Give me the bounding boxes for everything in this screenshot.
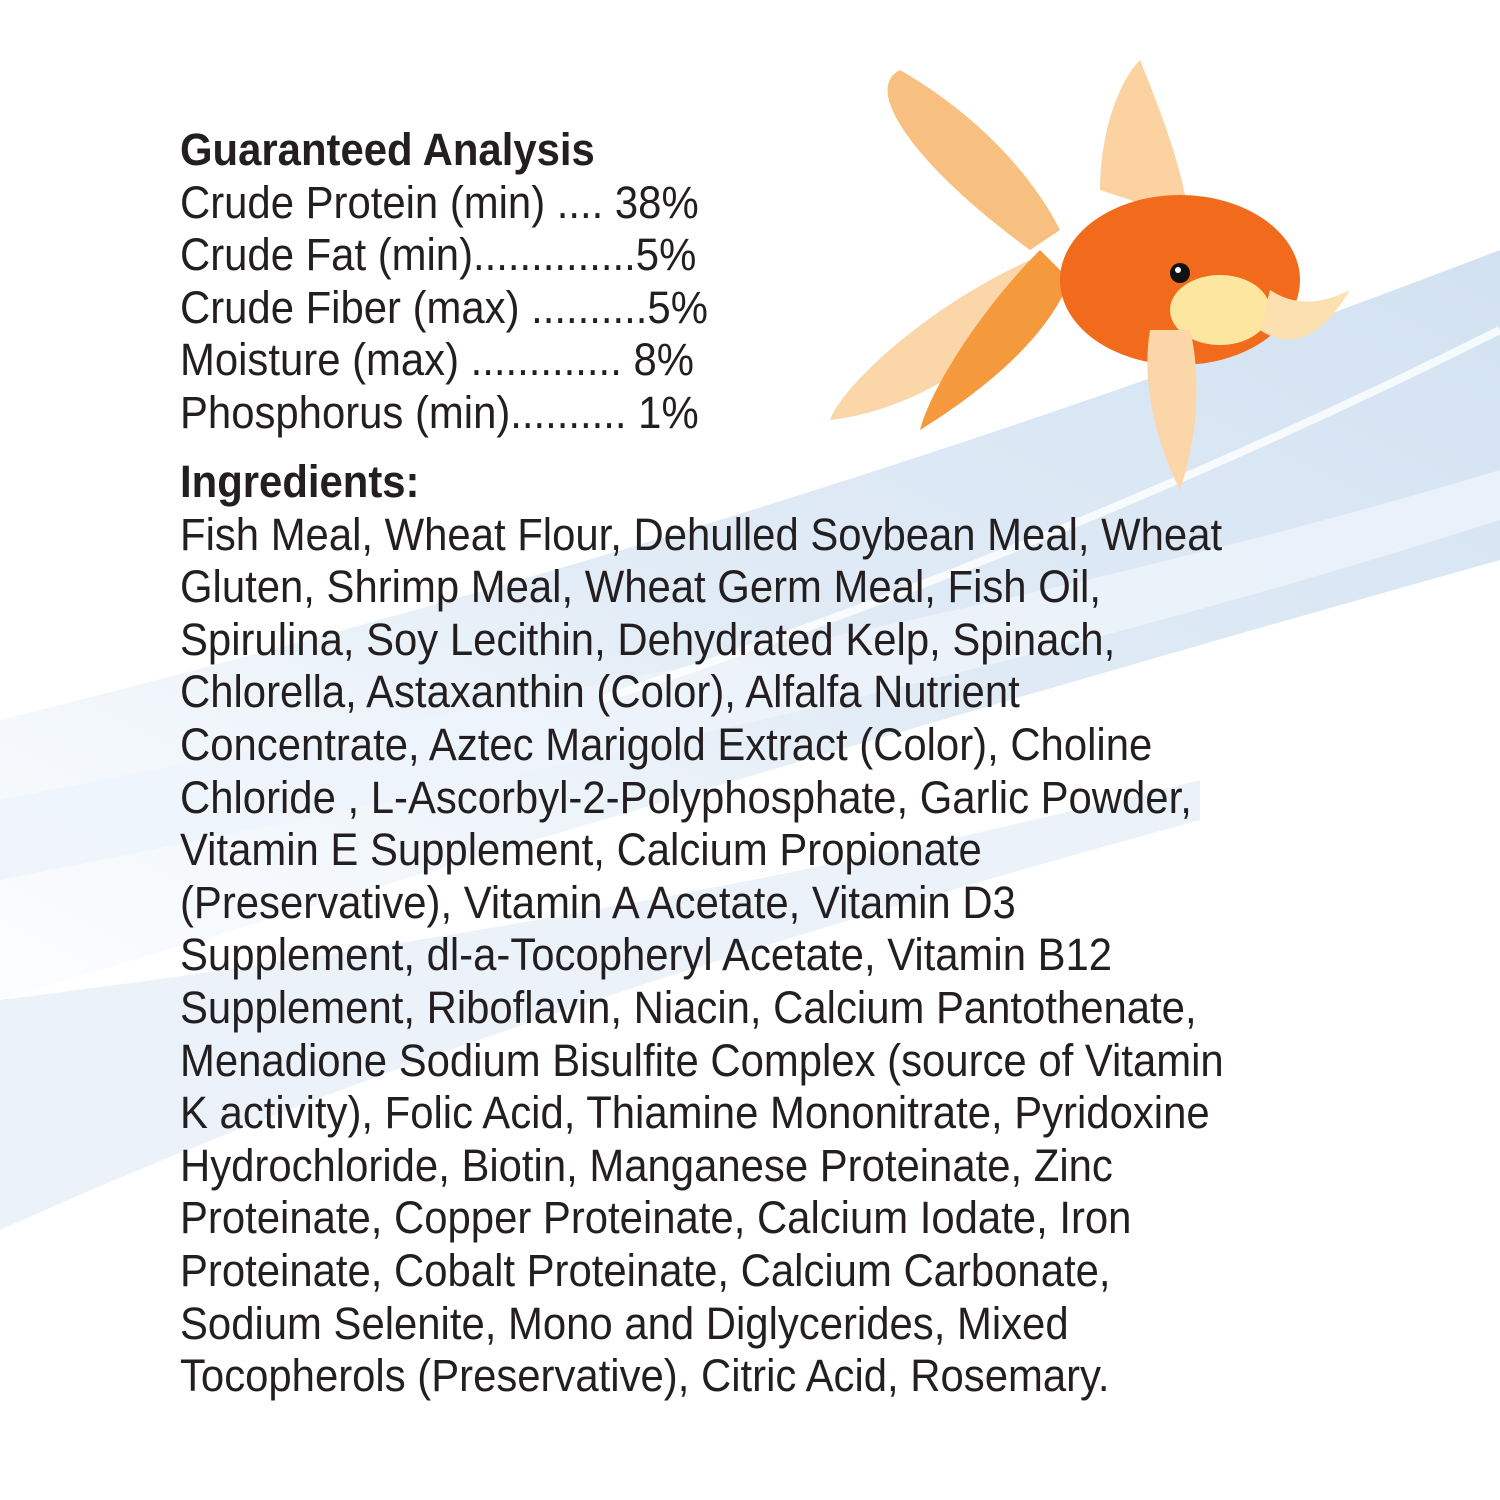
ingredients-heading: Ingredients:: [180, 456, 420, 507]
ingredients-line: Supplement, dl-a-Tocopheryl Acetate, Vit…: [180, 929, 1113, 981]
ingredients-line: Fish Meal, Wheat Flour, Dehulled Soybean…: [180, 508, 1223, 560]
ingredients-line: Chlorella, Astaxanthin (Color), Alfalfa …: [180, 666, 1020, 718]
guaranteed-analysis-heading: Guaranteed Analysis: [180, 124, 595, 175]
ingredients-line: Spirulina, Soy Lecithin, Dehydrated Kelp…: [180, 613, 1116, 665]
goldfish-image: [830, 60, 1350, 490]
ingredients-line: Menadione Sodium Bisulfite Complex (sour…: [180, 1034, 1224, 1086]
ingredients-line: Sodium Selenite, Mono and Diglycerides, …: [180, 1297, 1069, 1349]
ingredients-line: Tocopherols (Preservative), Citric Acid,…: [180, 1350, 1110, 1402]
ingredients-line: Vitamin E Supplement, Calcium Propionate: [180, 824, 982, 876]
ingredients-line: Supplement, Riboflavin, Niacin, Calcium …: [180, 981, 1197, 1033]
ingredients-line: Proteinate, Copper Proteinate, Calcium I…: [180, 1192, 1132, 1244]
ingredients-line: Hydrochloride, Biotin, Manganese Protein…: [180, 1139, 1113, 1191]
guaranteed-analysis-section: Guaranteed Analysis Crude Protein (min) …: [180, 124, 748, 440]
analysis-row-crude-protein: Crude Protein (min) .... 38%: [180, 176, 699, 228]
ingredients-section: Ingredients: Fish Meal, Wheat Flour, Deh…: [180, 456, 1302, 1403]
ingredients-line: K activity), Folic Acid, Thiamine Mononi…: [180, 1087, 1210, 1139]
analysis-row-moisture: Moisture (max) ............. 8%: [180, 334, 694, 386]
analysis-row-phosphorus: Phosphorus (min).......... 1%: [180, 386, 699, 438]
ingredients-line: (Preservative), Vitamin A Acetate, Vitam…: [180, 876, 1016, 928]
analysis-row-crude-fiber: Crude Fiber (max) ..........5%: [180, 281, 708, 333]
analysis-row-crude-fat: Crude Fat (min)..............5%: [180, 229, 697, 281]
ingredients-line: Chloride , L-Ascorbyl-2-Polyphosphate, G…: [180, 771, 1192, 823]
ingredients-list: Fish Meal, Wheat Flour, Dehulled Soybean…: [180, 509, 1302, 1403]
ingredients-line: Concentrate, Aztec Marigold Extract (Col…: [180, 718, 1153, 770]
ingredients-line: Gluten, Shrimp Meal, Wheat Germ Meal, Fi…: [180, 561, 1101, 613]
ingredients-line: Proteinate, Cobalt Proteinate, Calcium C…: [180, 1244, 1111, 1296]
